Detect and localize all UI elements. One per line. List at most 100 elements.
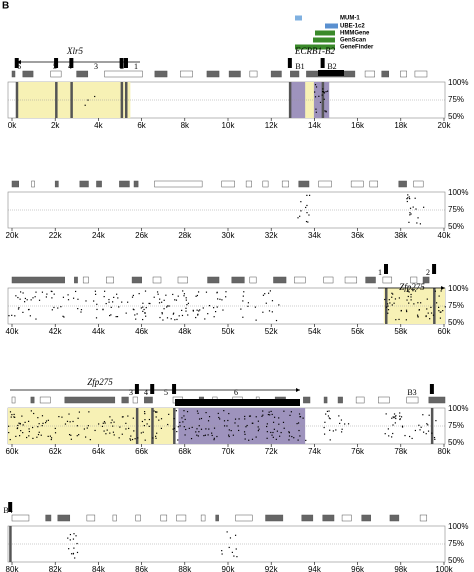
conservation-dot	[427, 430, 430, 432]
conservation-dot	[318, 95, 320, 97]
conservation-dot	[266, 425, 268, 428]
conservation-dot	[398, 297, 400, 299]
exon-label: B2	[327, 62, 336, 71]
conservation-dot	[388, 299, 390, 301]
conservation-dot	[73, 533, 75, 535]
conservation-dot	[176, 430, 178, 433]
conservation-dot	[136, 313, 138, 315]
conservation-dot	[183, 295, 185, 297]
conservation-dot	[74, 557, 76, 559]
annotation-glyph	[180, 70, 193, 78]
conservation-dot	[392, 432, 394, 435]
exon-bar	[120, 82, 124, 118]
conservation-dot	[216, 306, 218, 308]
conservation-dot	[262, 311, 264, 313]
annotation-glyph	[104, 70, 143, 78]
x-tick-label: 8k	[181, 121, 190, 130]
legend-label: MUM-1	[340, 16, 360, 22]
conservation-dot	[67, 299, 70, 301]
exon-label: 6	[234, 388, 238, 397]
conservation-dot	[321, 90, 324, 93]
exon-label: B4	[3, 506, 12, 515]
annotation-glyph	[364, 70, 375, 78]
conservation-dot	[388, 435, 390, 437]
conservation-dot	[159, 316, 161, 319]
conservation-dot	[165, 294, 167, 296]
conservation-dot	[207, 434, 209, 436]
conservation-dot	[174, 319, 176, 321]
conservation-dot	[200, 417, 203, 420]
conservation-dot	[288, 432, 291, 434]
conservation-dot	[17, 296, 19, 299]
conservation-dot	[223, 410, 225, 412]
conservation-dot	[401, 426, 404, 428]
conservation-dot	[329, 429, 331, 431]
annotation-glyph	[11, 70, 16, 78]
conservation-dot	[161, 312, 163, 314]
annotation-glyph	[96, 180, 102, 188]
conservation-dot	[300, 210, 302, 212]
annotation-glyph	[121, 396, 129, 404]
conservation-dot	[127, 415, 129, 417]
conservation-dot	[178, 315, 180, 317]
conservation-dot	[102, 422, 104, 424]
conservation-dot	[137, 437, 139, 439]
conservation-dot	[103, 421, 106, 423]
conservation-dot	[144, 419, 146, 421]
y-tick-label: 50%	[448, 318, 464, 327]
conservation-dot	[156, 411, 158, 413]
conservation-dot	[420, 426, 422, 428]
legend-label: UBE-1c2	[340, 24, 365, 30]
conservation-dot	[225, 296, 227, 298]
conservation-dot	[118, 306, 120, 308]
conservation-dot	[276, 430, 278, 432]
conservation-dot	[328, 417, 330, 419]
exon-bar	[321, 82, 325, 118]
conservation-dot	[275, 438, 277, 440]
conservation-dot	[419, 429, 421, 431]
conserved-region	[16, 82, 131, 118]
annotation-glyph	[369, 180, 379, 188]
conservation-dot	[400, 416, 403, 418]
x-tick-label: 80k	[438, 447, 452, 456]
conservation-dot	[15, 435, 17, 438]
conservation-dot	[22, 311, 24, 313]
conservation-dot	[182, 290, 184, 292]
annotation-glyph	[389, 514, 400, 522]
conservation-dot	[261, 415, 263, 417]
conservation-dot	[148, 425, 150, 427]
conservation-dot	[444, 306, 446, 308]
conservation-dot	[186, 304, 188, 306]
conservation-dot	[54, 432, 57, 434]
exon-box	[287, 58, 292, 68]
conservation-dot	[104, 422, 106, 424]
conservation-dot	[45, 296, 47, 298]
conservation-dot	[406, 310, 408, 313]
conservation-dot	[116, 293, 118, 295]
exon-bar	[433, 288, 436, 324]
annotation-glyph	[176, 514, 187, 522]
x-tick-label: 20k	[6, 231, 20, 240]
conservation-dot	[297, 439, 299, 441]
conservation-dot	[213, 316, 215, 318]
x-tick-label: 2k	[51, 121, 60, 130]
conservation-dot	[109, 432, 111, 434]
conservation-dot	[94, 429, 96, 432]
conservation-dot	[252, 422, 254, 424]
conservation-dot	[340, 419, 343, 421]
annotation-glyph	[119, 180, 130, 188]
conservation-dot	[181, 314, 184, 317]
conservation-dot	[76, 435, 78, 437]
conservation-dot	[314, 84, 317, 86]
conservation-dot	[306, 212, 308, 214]
conservation-dot	[288, 435, 291, 437]
conservation-dot	[394, 416, 396, 418]
conservation-dot	[112, 431, 115, 433]
conservation-dot	[121, 416, 124, 418]
conservation-dot	[426, 308, 428, 310]
annotation-glyph	[200, 514, 206, 522]
conservation-dot	[115, 316, 117, 318]
conservation-dot	[110, 306, 112, 308]
annotation-glyph	[249, 70, 258, 78]
panel-label: B	[2, 1, 9, 12]
